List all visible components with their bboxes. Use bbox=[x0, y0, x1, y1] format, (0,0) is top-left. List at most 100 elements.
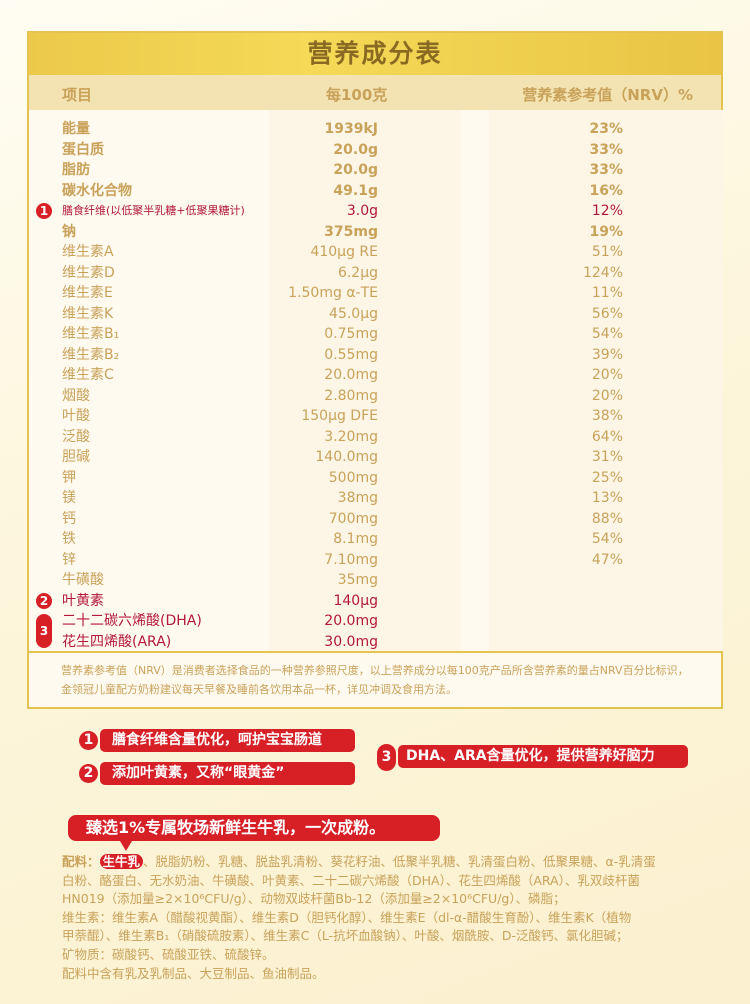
nutrient-row: 维生素E 1.50mg α-TE 11% bbox=[29, 283, 721, 304]
nutrient-row: 烟酸 2.80mg 20% bbox=[29, 386, 721, 407]
nutrient-value: 700mg bbox=[328, 510, 378, 527]
nutrient-nrv: 25% bbox=[591, 469, 623, 486]
nutrient-nrv: 56% bbox=[591, 305, 623, 322]
nutrient-value: 0.55mg bbox=[324, 346, 378, 363]
nrv-footnote: 营养素参考值（NRV）是消费者选择食品的一种营养参照尺度，以上营养成分以每100… bbox=[29, 651, 721, 709]
nutrient-row: 维生素B₁ 0.75mg 54% bbox=[29, 324, 721, 345]
ingredients-line: 配料中含有乳及乳制品、大豆制品、鱼油制品。 bbox=[62, 965, 325, 981]
nutrient-nrv: 54% bbox=[591, 531, 623, 547]
row-badge-2: 2 bbox=[36, 592, 52, 609]
nutrient-nrv: 64% bbox=[591, 428, 623, 445]
nutrient-value: 35mg bbox=[337, 572, 378, 588]
ingredients-label: 配料： bbox=[62, 854, 100, 869]
nutrient-value: 1939kJ bbox=[324, 121, 378, 137]
nutrient-value: 3.20mg bbox=[324, 428, 378, 445]
nutrient-value: 49.1g bbox=[333, 182, 378, 199]
nutrient-value: 0.75mg bbox=[324, 326, 378, 342]
nutrient-value: 8.1mg bbox=[333, 531, 378, 547]
nutrient-row: 镁 38mg 13% bbox=[29, 488, 721, 509]
nutrient-value: 30.0mg bbox=[324, 633, 378, 650]
nutrient-value: 150μg DFE bbox=[301, 408, 378, 424]
nutrient-value: 140.0mg bbox=[315, 449, 378, 465]
table-rows: 能量 1939kJ 23% 蛋白质 20.0g 33% 脂肪 20.0g 33% 碳水化合物 49.… bbox=[29, 119, 721, 652]
callout-2: 添加叶黄素，又称“眼黄金” bbox=[100, 762, 355, 785]
nutrient-nrv: 88% bbox=[591, 510, 623, 527]
ingredients-line: 白粉、酪蛋白、无水奶油、牛磺酸、叶黄素、二十二碳六烯酸（DHA）、花生四烯酸（A… bbox=[62, 872, 640, 888]
nutrient-row: 锌 7.10mg 47% bbox=[29, 550, 721, 571]
nutrient-nrv: 12% bbox=[591, 203, 623, 219]
nutrient-row: 碳水化合物 49.1g 16% bbox=[29, 181, 721, 202]
callout-3: DHA、ARA含量优化，提供营养好脑力 bbox=[398, 745, 688, 768]
nutrient-nrv: 13% bbox=[591, 490, 623, 506]
nutrient-nrv: 33% bbox=[589, 162, 623, 178]
callout-1: 膳食纤维含量优化，呵护宝宝肠道 bbox=[100, 729, 355, 752]
nutrient-nrv: 33% bbox=[589, 141, 623, 158]
nutrient-nrv: 54% bbox=[591, 326, 623, 342]
nutrient-name: 膳食纤维(以低聚半乳糖+低聚果糖计) bbox=[62, 204, 245, 217]
nutrient-nrv: 51% bbox=[591, 244, 623, 260]
nutrient-name: 二十二碳六烯酸(DHA) bbox=[62, 613, 202, 629]
nutrient-value: 38mg bbox=[337, 490, 378, 506]
nutrient-name: 叶黄素 bbox=[62, 592, 104, 609]
table-header: 项目 每100克 营养素参考值（NRV）% bbox=[29, 75, 721, 110]
nutrient-value: 1.50mg α-TE bbox=[288, 285, 378, 301]
nutrient-row: 牛磺酸 35mg bbox=[29, 570, 721, 591]
nutrient-name: 能量 bbox=[62, 121, 90, 137]
nutrient-row: 花生四烯酸(ARA) 30.0mg bbox=[29, 632, 721, 653]
nutrient-name: 胆碱 bbox=[62, 449, 90, 465]
nutrient-name: 维生素K bbox=[62, 305, 114, 322]
nutrient-row: 泛酸 3.20mg 64% bbox=[29, 427, 721, 448]
nutrient-value: 20.0g bbox=[333, 162, 378, 178]
nutrient-nrv: 20% bbox=[591, 387, 623, 404]
nutrient-row: 维生素C 20.0mg 20% bbox=[29, 365, 721, 386]
header-per100: 每100克 bbox=[326, 86, 388, 104]
ingredients-line: 维生素：维生素A（醋酸视黄酯）、维生素D（胆钙化醇）、维生素E（dl-α-醋酸生… bbox=[62, 909, 632, 925]
ingredients-line: 配料： 生牛乳 、脱脂奶粉、乳糖、脱盐乳清粉、葵花籽油、低聚半乳糖、乳清蛋白粉、低聚… bbox=[62, 853, 712, 872]
nutrient-row: 蛋白质 20.0g 33% bbox=[29, 140, 721, 161]
callout-badge-3: 3 bbox=[377, 744, 396, 771]
nutrient-name: 泛酸 bbox=[62, 428, 90, 445]
milk-source-banner: 臻选1%专属牧场新鲜生牛乳，一次成粉。 bbox=[68, 815, 440, 851]
nutrient-value: 3.0g bbox=[346, 203, 378, 219]
nutrient-name: 叶酸 bbox=[62, 408, 90, 424]
nutrient-name: 铁 bbox=[62, 531, 76, 547]
nutrient-row: 胆碱 140.0mg 31% bbox=[29, 447, 721, 468]
value-column-band bbox=[269, 110, 461, 651]
nutrient-value: 2.80mg bbox=[324, 387, 378, 404]
callout-badge-1: 1 bbox=[79, 731, 98, 750]
nutrient-name: 维生素C bbox=[62, 367, 114, 383]
ingredients-line: 甲萘醌）、维生素B₁（硝酸硫胺素）、维生素C（L-抗坏血酸钠）、叶酸、烟酰胺、D… bbox=[62, 928, 629, 944]
row-badge-1: 1 bbox=[36, 203, 52, 219]
nutrient-name: 维生素A bbox=[62, 244, 114, 260]
nutrient-value: 140μg bbox=[333, 592, 378, 609]
nutrient-name: 花生四烯酸(ARA) bbox=[62, 633, 172, 650]
nutrient-name: 钙 bbox=[62, 510, 76, 527]
nutrient-name: 脂肪 bbox=[62, 162, 90, 178]
header-nrv: 营养素参考值（NRV）% bbox=[522, 86, 693, 104]
nutrient-nrv: 11% bbox=[591, 285, 623, 301]
nutrient-row: 维生素A 410μg RE 51% bbox=[29, 242, 721, 263]
nutrient-name: 维生素E bbox=[62, 285, 113, 301]
nutrient-value: 410μg RE bbox=[310, 244, 378, 260]
nutrient-name: 锌 bbox=[62, 551, 76, 568]
nutrient-value: 6.2μg bbox=[337, 264, 378, 281]
nutrient-row: 维生素K 45.0μg 56% bbox=[29, 304, 721, 325]
nutrient-nrv: 38% bbox=[591, 408, 623, 424]
nutrient-nrv: 23% bbox=[589, 121, 623, 137]
nutrient-nrv: 39% bbox=[591, 346, 623, 363]
ingredients-text: 、脱脂奶粉、乳糖、脱盐乳清粉、葵花籽油、低聚半乳糖、乳清蛋白粉、低聚果糖、α-乳… bbox=[143, 854, 656, 869]
nutrient-name: 钠 bbox=[62, 223, 76, 240]
nutrient-value: 500mg bbox=[328, 469, 378, 486]
nutrient-nrv: 16% bbox=[589, 182, 623, 199]
ingredients-line: HN019（添加量≥2×10⁶CFU/g）、动物双歧杆菌Bb-12（添加量≥2×… bbox=[62, 891, 566, 907]
nutrient-nrv: 31% bbox=[591, 449, 623, 465]
nutrient-nrv: 20% bbox=[591, 367, 623, 383]
nutrient-name: 维生素B₂ bbox=[62, 346, 120, 363]
nutrition-table: 营养成分表 项目 每100克 营养素参考值（NRV）% 能量 1939kJ 23% 蛋… bbox=[27, 31, 723, 709]
nutrient-value: 20.0mg bbox=[324, 613, 378, 629]
row-badge-3: 3 bbox=[36, 614, 52, 648]
nutrient-nrv: 47% bbox=[591, 551, 623, 568]
nutrient-name: 蛋白质 bbox=[62, 141, 104, 158]
nutrient-name: 维生素B₁ bbox=[62, 326, 120, 342]
nutrient-row: 叶酸 150μg DFE 38% bbox=[29, 406, 721, 427]
